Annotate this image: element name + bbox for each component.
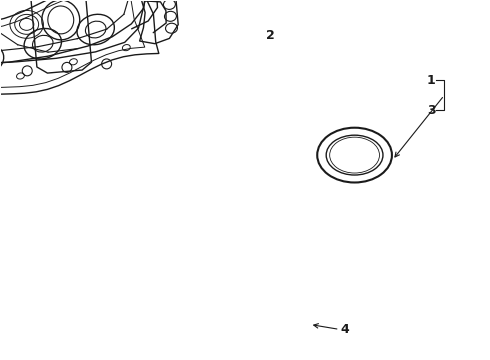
Text: 3: 3 [427,104,436,117]
Text: 2: 2 [266,29,274,42]
Text: 4: 4 [340,323,349,336]
Text: 1: 1 [427,74,436,87]
